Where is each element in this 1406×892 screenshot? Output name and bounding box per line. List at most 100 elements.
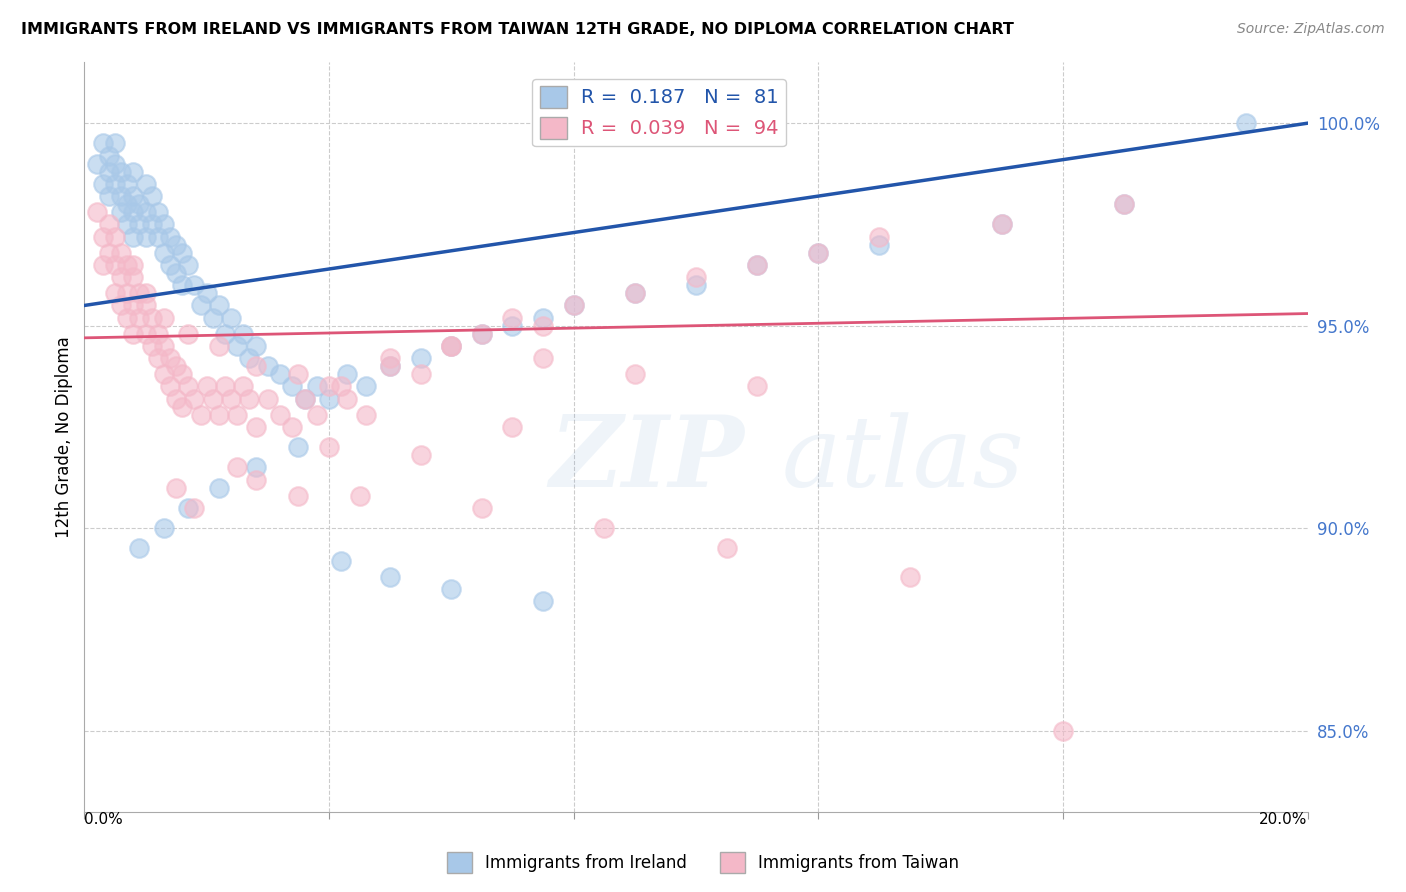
Text: IMMIGRANTS FROM IRELAND VS IMMIGRANTS FROM TAIWAN 12TH GRADE, NO DIPLOMA CORRELA: IMMIGRANTS FROM IRELAND VS IMMIGRANTS FR… — [21, 22, 1014, 37]
Point — [219, 310, 242, 325]
Point — [159, 229, 181, 244]
Point — [869, 229, 891, 244]
Point — [440, 339, 463, 353]
Point — [226, 408, 249, 422]
Text: ZIP: ZIP — [550, 411, 744, 508]
Point — [330, 553, 353, 567]
Point — [685, 270, 707, 285]
Point — [318, 440, 340, 454]
Text: 0.0%: 0.0% — [84, 812, 124, 827]
Point — [183, 500, 205, 515]
Point — [349, 489, 371, 503]
Point — [97, 189, 120, 203]
Point — [146, 351, 169, 365]
Point — [86, 157, 108, 171]
Point — [747, 258, 769, 272]
Point — [177, 258, 200, 272]
Point — [91, 258, 114, 272]
Point — [287, 368, 309, 382]
Point — [1114, 197, 1136, 211]
Point — [624, 286, 647, 301]
Point — [110, 270, 132, 285]
Point — [287, 440, 309, 454]
Point — [135, 326, 157, 341]
Point — [471, 326, 494, 341]
Point — [747, 379, 769, 393]
Point — [165, 237, 187, 252]
Point — [165, 392, 187, 406]
Point — [172, 400, 194, 414]
Point — [1114, 197, 1136, 211]
Point — [380, 359, 402, 374]
Point — [409, 368, 432, 382]
Point — [238, 392, 260, 406]
Point — [135, 298, 157, 312]
Point — [208, 481, 231, 495]
Point — [104, 229, 127, 244]
Point — [122, 326, 145, 341]
Point — [531, 351, 554, 365]
Point — [122, 270, 145, 285]
Point — [183, 392, 205, 406]
Point — [354, 408, 377, 422]
Point — [141, 218, 163, 232]
Point — [86, 205, 108, 219]
Point — [172, 278, 194, 293]
Point — [91, 136, 114, 151]
Point — [294, 392, 316, 406]
Point — [141, 189, 163, 203]
Point — [245, 420, 267, 434]
Point — [97, 245, 120, 260]
Legend: R =  0.187   N =  81, R =  0.039   N =  94: R = 0.187 N = 81, R = 0.039 N = 94 — [533, 79, 786, 146]
Point — [153, 368, 176, 382]
Point — [122, 298, 145, 312]
Point — [208, 339, 231, 353]
Point — [624, 368, 647, 382]
Point — [219, 392, 242, 406]
Point — [190, 408, 212, 422]
Point — [110, 189, 132, 203]
Point — [115, 177, 138, 191]
Point — [128, 541, 150, 556]
Point — [330, 379, 353, 393]
Point — [91, 229, 114, 244]
Point — [165, 266, 187, 280]
Point — [128, 218, 150, 232]
Point — [562, 298, 585, 312]
Point — [159, 379, 181, 393]
Point — [238, 351, 260, 365]
Point — [245, 339, 267, 353]
Point — [245, 473, 267, 487]
Point — [177, 326, 200, 341]
Point — [502, 310, 524, 325]
Point — [159, 351, 181, 365]
Point — [135, 205, 157, 219]
Point — [104, 286, 127, 301]
Point — [245, 359, 267, 374]
Point — [226, 339, 249, 353]
Point — [110, 245, 132, 260]
Point — [183, 278, 205, 293]
Point — [104, 177, 127, 191]
Text: 20.0%: 20.0% — [1260, 812, 1308, 827]
Point — [336, 392, 359, 406]
Point — [380, 570, 402, 584]
Point — [294, 392, 316, 406]
Point — [269, 408, 291, 422]
Point — [128, 310, 150, 325]
Point — [214, 326, 236, 341]
Point — [257, 392, 280, 406]
Point — [122, 165, 145, 179]
Point — [165, 481, 187, 495]
Point — [716, 541, 738, 556]
Point — [135, 286, 157, 301]
Point — [991, 218, 1014, 232]
Point — [122, 258, 145, 272]
Point — [177, 379, 200, 393]
Point — [287, 489, 309, 503]
Point — [115, 286, 138, 301]
Point — [104, 157, 127, 171]
Point — [128, 197, 150, 211]
Point — [135, 229, 157, 244]
Point — [104, 136, 127, 151]
